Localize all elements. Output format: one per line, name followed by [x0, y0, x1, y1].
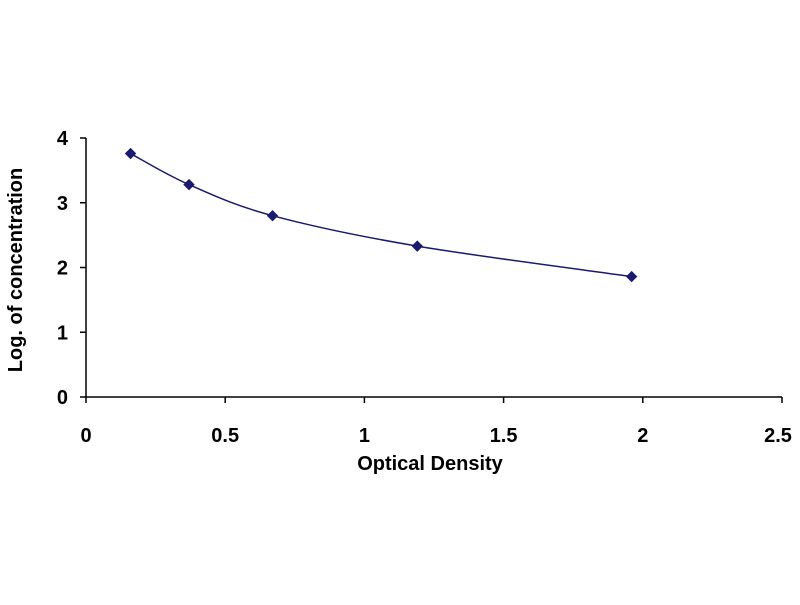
- x-axis-title: Optical Density: [357, 453, 503, 475]
- axes: [80, 137, 783, 403]
- y-tick-label: 1: [57, 322, 68, 344]
- y-tick-label: 2: [57, 258, 68, 280]
- x-tick-labels: 0 0.5 1 1.5 2 2.5: [80, 425, 791, 447]
- y-tick-label: 0: [57, 387, 68, 409]
- x-tick-label: 0.5: [211, 425, 239, 447]
- x-tick-label: 1: [359, 425, 370, 447]
- data-point-marker: [124, 147, 137, 160]
- data-point-marker: [625, 270, 638, 283]
- x-tick-label: 0: [80, 425, 91, 447]
- x-tick-label: 2.5: [764, 425, 792, 447]
- y-axis-title: Log. of concentration: [5, 168, 27, 372]
- y-tick-labels: 0 1 2 3 4: [57, 128, 69, 409]
- x-tick-label: 2: [637, 425, 648, 447]
- x-tick-label: 1.5: [490, 425, 518, 447]
- y-tick-label: 4: [57, 128, 69, 150]
- data-point-marker: [411, 240, 424, 252]
- data-series: [130, 152, 632, 278]
- data-markers: [124, 147, 638, 283]
- series-line: [130, 152, 632, 278]
- data-point-marker: [266, 209, 279, 222]
- y-tick-label: 3: [57, 193, 68, 215]
- data-point-marker: [183, 178, 195, 191]
